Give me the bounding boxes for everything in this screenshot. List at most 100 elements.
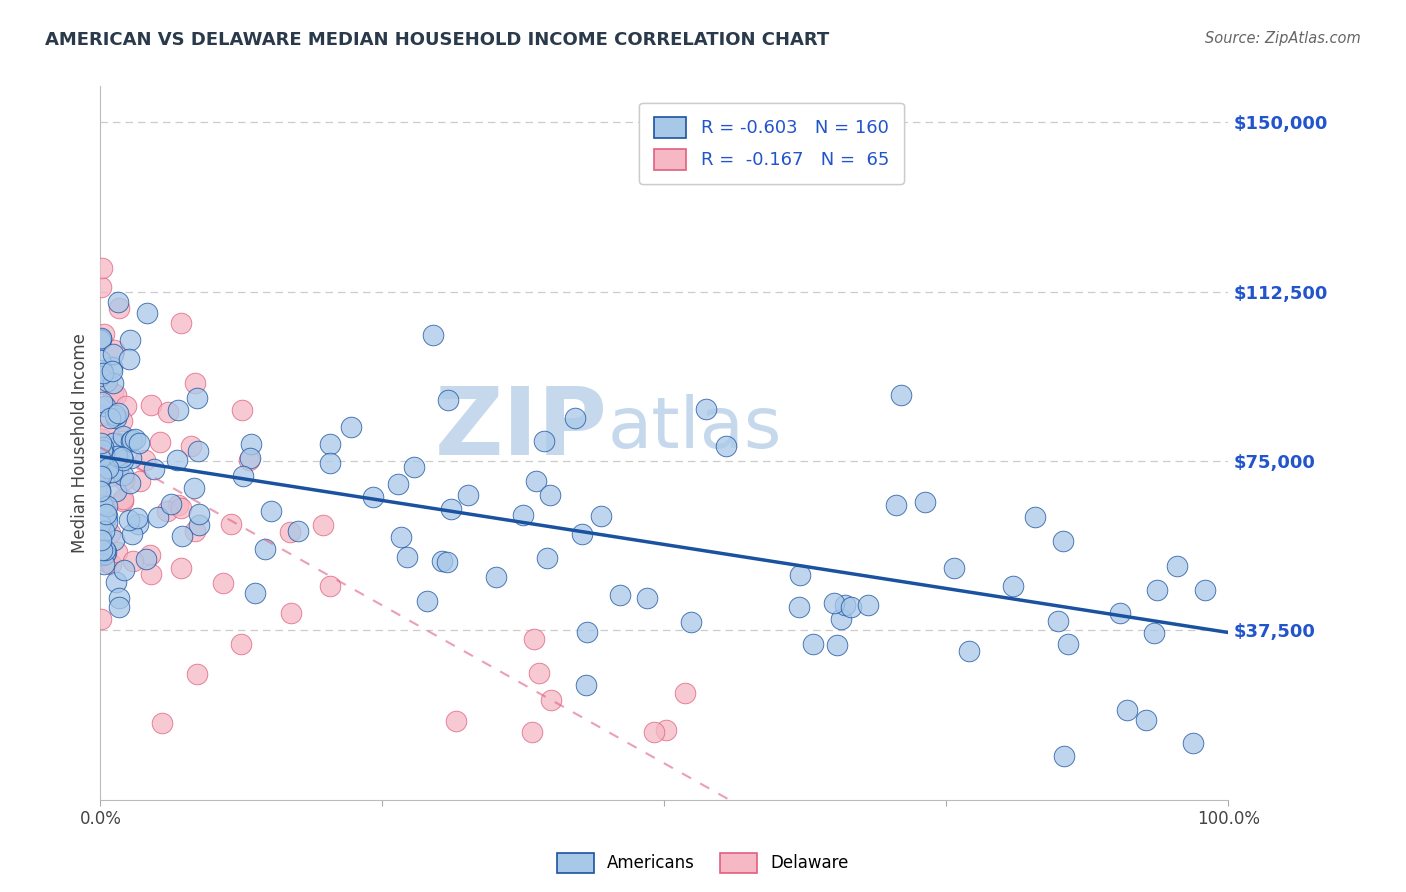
- Point: [522, 724, 544, 739]
- Point: [93, 524, 115, 538]
- Point: [540, 693, 562, 707]
- Point: [96, 545, 118, 559]
- Point: [801, 637, 824, 651]
- Point: [884, 498, 907, 512]
- Point: [512, 508, 534, 522]
- Point: [825, 638, 848, 652]
- Point: [673, 686, 696, 700]
- Point: [111, 429, 134, 443]
- Point: [100, 558, 122, 572]
- Point: [287, 524, 309, 539]
- Point: [90, 488, 112, 502]
- Point: [1143, 625, 1166, 640]
- Point: [609, 589, 631, 603]
- Point: [339, 420, 361, 434]
- Point: [118, 333, 141, 347]
- Point: [787, 599, 810, 614]
- Point: [1115, 703, 1137, 717]
- Point: [125, 511, 148, 525]
- Point: [1052, 533, 1074, 548]
- Point: [107, 591, 129, 605]
- Point: [188, 518, 211, 533]
- Point: [90, 468, 112, 483]
- Point: [101, 376, 124, 391]
- Point: [166, 452, 188, 467]
- Point: [98, 525, 121, 540]
- Point: [187, 443, 209, 458]
- Point: [105, 388, 128, 402]
- Point: [1146, 582, 1168, 597]
- Point: [90, 366, 112, 380]
- Point: [229, 637, 252, 651]
- Point: [104, 434, 127, 449]
- Point: [91, 432, 114, 446]
- Point: [823, 595, 845, 609]
- Point: [121, 553, 143, 567]
- Point: [93, 458, 115, 473]
- Point: [100, 360, 122, 375]
- Point: [167, 498, 190, 512]
- Point: [90, 545, 112, 559]
- Point: [240, 437, 263, 451]
- Point: [89, 369, 111, 384]
- Point: [188, 507, 211, 521]
- Point: [312, 518, 335, 533]
- Point: [319, 456, 342, 470]
- Point: [93, 376, 115, 391]
- Point: [839, 600, 862, 615]
- Point: [238, 453, 260, 467]
- Point: [98, 411, 121, 425]
- Point: [90, 330, 112, 344]
- Point: [120, 475, 142, 490]
- Point: [89, 543, 111, 558]
- Point: [170, 316, 193, 330]
- Point: [105, 575, 128, 590]
- Point: [89, 517, 111, 532]
- Point: [89, 483, 111, 497]
- Point: [90, 332, 112, 346]
- Point: [149, 435, 172, 450]
- Point: [100, 455, 122, 469]
- Point: [172, 529, 194, 543]
- Point: [93, 367, 115, 381]
- Point: [120, 450, 142, 465]
- Point: [105, 545, 128, 559]
- Point: [159, 498, 181, 512]
- Point: [636, 591, 658, 605]
- Point: [136, 306, 159, 320]
- Point: [1053, 749, 1076, 764]
- Point: [142, 461, 165, 475]
- Point: [96, 509, 118, 524]
- Point: [156, 404, 179, 418]
- Point: [101, 346, 124, 360]
- Point: [108, 436, 131, 450]
- Point: [389, 530, 412, 544]
- Point: [89, 353, 111, 368]
- Point: [436, 555, 458, 569]
- Point: [319, 579, 342, 593]
- Point: [914, 495, 936, 509]
- Point: [93, 558, 115, 572]
- Point: [396, 549, 419, 564]
- Point: [121, 433, 143, 447]
- Point: [127, 517, 149, 532]
- Point: [591, 509, 613, 524]
- Point: [211, 576, 233, 591]
- Point: [111, 492, 134, 507]
- Point: [128, 436, 150, 450]
- Point: [89, 456, 111, 470]
- Point: [112, 473, 135, 487]
- Point: [94, 508, 117, 522]
- Point: [538, 488, 561, 502]
- Point: [536, 551, 558, 566]
- Point: [105, 449, 128, 463]
- Point: [90, 362, 112, 376]
- Point: [253, 542, 276, 557]
- Point: [118, 351, 141, 366]
- Point: [1001, 579, 1024, 593]
- Point: [100, 458, 122, 473]
- Point: [90, 451, 112, 466]
- Point: [115, 399, 138, 413]
- Point: [180, 439, 202, 453]
- Point: [564, 410, 586, 425]
